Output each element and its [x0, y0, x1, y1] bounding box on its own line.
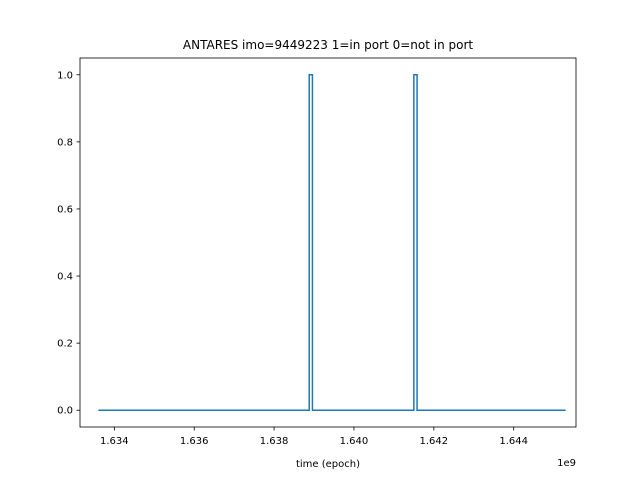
x-axis: 1.634 1.636 1.638 1.640 1.642 1.644 [100, 427, 528, 447]
y-tick-label: 0.8 [57, 137, 73, 148]
series-line-0 [98, 74, 566, 411]
chart-title: ANTARES imo=9449223 1=in port 0=not in p… [183, 38, 473, 52]
x-tick-label: 1.638 [260, 436, 289, 447]
y-tick-label: 0.2 [57, 339, 73, 350]
plot-area [98, 74, 566, 411]
y-tick-label: 0.4 [57, 272, 73, 283]
y-tick-label: 1.0 [57, 70, 73, 81]
x-axis-offset-label: 1e9 [557, 458, 576, 469]
x-tick-label: 1.644 [499, 436, 528, 447]
x-tick-label: 1.636 [180, 436, 209, 447]
x-axis-label: time (epoch) [296, 459, 360, 470]
y-tick-label: 0.0 [57, 406, 73, 417]
x-tick-label: 1.634 [100, 436, 129, 447]
axes-frame [79, 57, 577, 428]
y-axis: 0.0 0.2 0.4 0.6 0.8 1.0 [57, 70, 80, 417]
x-tick-label: 1.642 [420, 436, 449, 447]
y-tick-label: 0.6 [57, 204, 73, 215]
x-tick-label: 1.640 [340, 436, 369, 447]
